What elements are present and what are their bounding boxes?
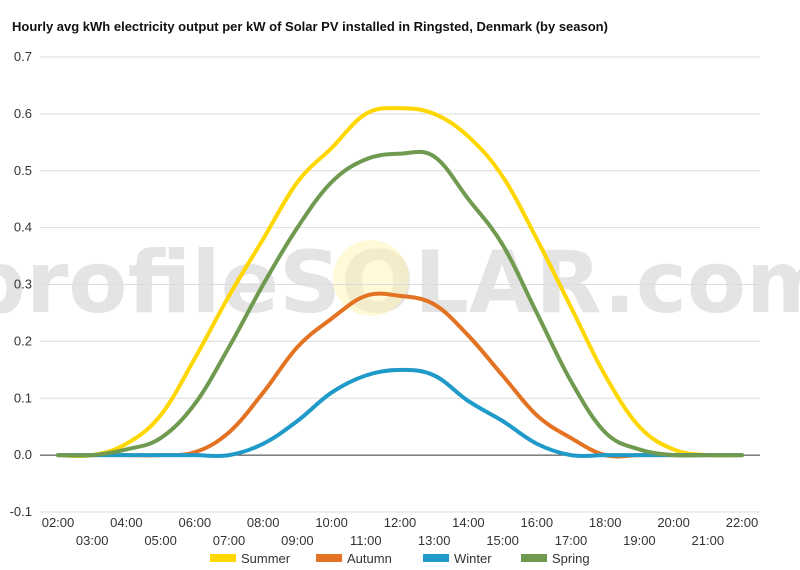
x-tick-label: 03:00: [76, 533, 109, 548]
y-tick-label: 0.2: [14, 333, 32, 348]
x-tick-label: 02:00: [42, 515, 75, 530]
legend-label-summer: Summer: [241, 551, 291, 566]
y-tick-label: 0.0: [14, 447, 32, 462]
x-tick-label: 14:00: [452, 515, 485, 530]
series-line-summer: [56, 106, 744, 459]
grid-lines: [40, 56, 760, 513]
x-tick-label: 11:00: [350, 533, 382, 548]
series-line-spring: [56, 149, 744, 458]
x-tick-label: 04:00: [110, 515, 143, 530]
x-axis: 02:0003:0004:0005:0006:0007:0008:0009:00…: [42, 515, 759, 548]
legend: Summer Autumn Winter Spring: [210, 551, 590, 566]
legend-swatch-autumn: [316, 554, 342, 562]
y-tick-label: 0.3: [14, 277, 32, 292]
y-tick-label: 0.4: [14, 220, 32, 235]
x-tick-label: 16:00: [521, 515, 554, 530]
x-tick-label: 10:00: [315, 515, 348, 530]
legend-label-spring: Spring: [552, 551, 590, 566]
series-lines: [56, 106, 744, 459]
y-tick-label: -0.1: [10, 504, 32, 519]
chart-title: Hourly avg kWh electricity output per kW…: [12, 19, 608, 34]
y-axis: -0.1 0.0 0.1 0.2 0.3 0.4 0.5 0.6 0.7: [10, 49, 32, 519]
x-tick-label: 09:00: [281, 533, 314, 548]
watermark-sun: [333, 240, 409, 316]
x-tick-label: 15:00: [486, 533, 519, 548]
y-tick-label: 0.5: [14, 163, 32, 178]
x-tick-label: 18:00: [589, 515, 622, 530]
legend-swatch-spring: [521, 554, 547, 562]
y-tick-label: 0.1: [14, 390, 32, 405]
x-tick-label: 22:00: [726, 515, 759, 530]
x-tick-label: 19:00: [623, 533, 656, 548]
x-tick-label: 20:00: [657, 515, 690, 530]
x-tick-label: 12:00: [384, 515, 417, 530]
legend-swatch-summer: [210, 554, 236, 562]
y-tick-label: 0.7: [14, 49, 32, 64]
x-tick-label: 13:00: [418, 533, 451, 548]
y-tick-label: 0.6: [14, 106, 32, 121]
legend-label-winter: Winter: [454, 551, 492, 566]
series-line-winter: [56, 367, 744, 459]
x-tick-label: 21:00: [692, 533, 725, 548]
x-tick-label: 17:00: [555, 533, 588, 548]
x-tick-label: 05:00: [144, 533, 177, 548]
legend-swatch-winter: [423, 554, 449, 562]
x-tick-label: 06:00: [179, 515, 212, 530]
legend-label-autumn: Autumn: [347, 551, 392, 566]
x-tick-label: 08:00: [247, 515, 280, 530]
x-tick-label: 07:00: [213, 533, 246, 548]
